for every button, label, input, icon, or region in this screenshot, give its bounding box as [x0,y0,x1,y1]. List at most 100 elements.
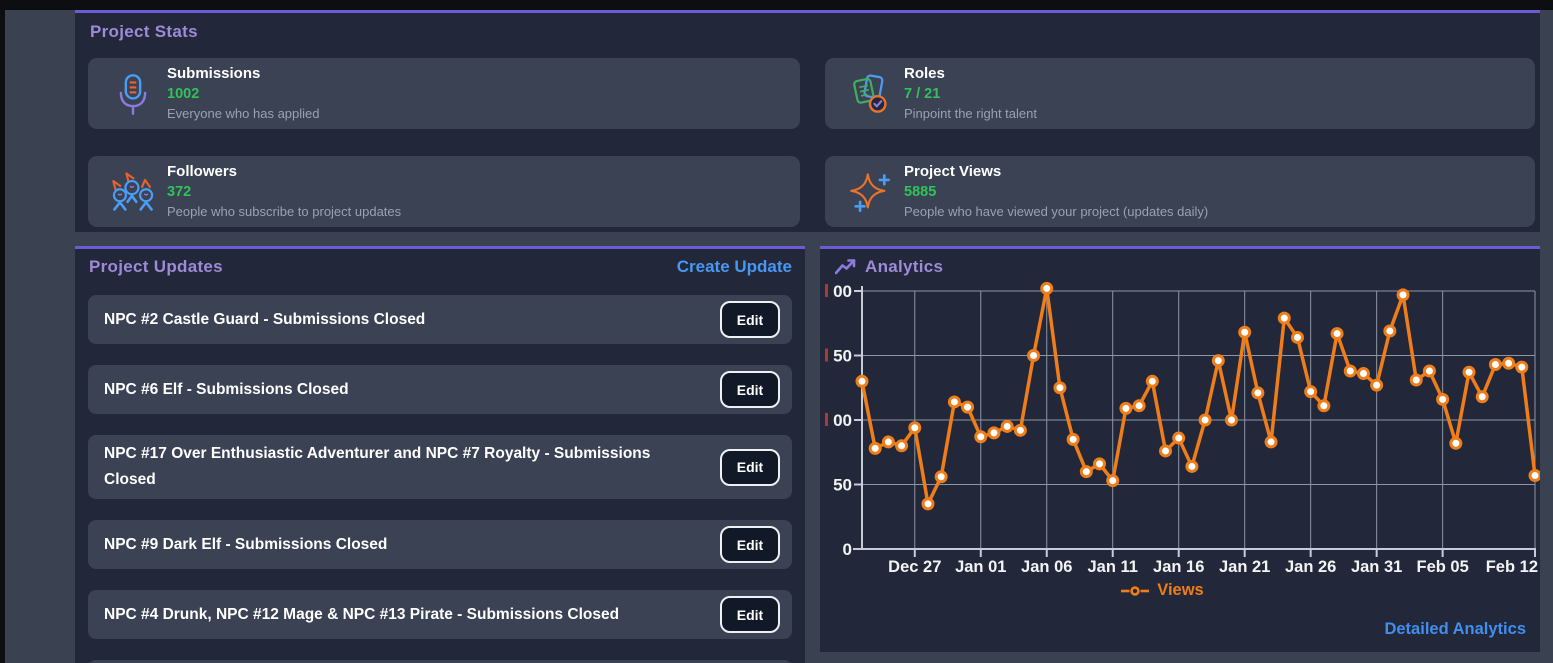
stat-value: 7 / 21 [904,86,941,102]
chart-data-point [1198,413,1212,427]
chart-data-point [1475,390,1489,404]
edit-button[interactable]: Edit [720,526,780,563]
analytics-line-chart[interactable]: 0 50 00 50 00 Dec 27 Jan 01 Jan 06 Jan 11 Jan 16 J… [820,279,1540,579]
analytics-panel: Analytics 0 50 00 50 00 Dec 27 Jan 01 Jan 06 Jan… [820,246,1540,652]
project-stats-title: Project Stats [90,22,198,41]
chart-data-point [961,400,975,414]
stat-text-block: Followers 372 People who subscribe to pr… [167,163,401,220]
x-tick-label: Jan 06 [1021,558,1072,576]
chart-data-point [1145,374,1159,388]
update-list-item[interactable]: NPC #17 Over Enthusiastic Adventurer and… [88,435,792,499]
chart-data-point [1317,399,1331,413]
stat-description: People who subscribe to project updates [167,204,402,219]
chart-data-point [1343,364,1357,378]
update-title: NPC #4 Drunk, NPC #12 Mage & NPC #13 Pir… [104,605,620,623]
chart-data-point [1132,399,1146,413]
clipped-digit-sliver [825,284,828,297]
update-title: NPC #2 Castle Guard - Submissions Closed [104,310,426,328]
project-updates-panel: Project Updates Create Update NPC #2 Cas… [75,246,805,663]
chart-data-point [908,421,922,435]
chart-data-point [1383,324,1397,338]
y-tick-label: 50 [833,476,852,495]
stat-text-block: Project Views 5885 People who have viewe… [904,163,1208,220]
chart-data-point [1290,330,1304,344]
legend-line-point-icon [1121,585,1150,596]
clipped-digit-sliver [825,348,828,362]
update-list-item[interactable]: NPC #6 Elf - Submissions Closed Edit [88,365,792,414]
stat-card-submissions: Submissions 1002 Everyone who has applie… [88,58,800,129]
detailed-analytics-link[interactable]: Detailed Analytics [1384,620,1526,638]
stat-value: 5885 [904,184,937,200]
chart-data-point [1159,444,1173,458]
chart-data-point [1251,386,1265,400]
update-title: NPC #17 Over Enthusiastic Adventurer and… [104,445,651,488]
update-list-item[interactable]: NPC #2 Castle Guard - Submissions Closed… [88,295,792,344]
y-tick-label: 00 [833,282,852,301]
chart-data-point [1040,281,1054,295]
stat-value: 372 [167,184,192,200]
clipped-digit-sliver [825,413,828,426]
x-tick-label: Feb 05 [1416,558,1468,576]
y-tick-label: 0 [843,540,852,559]
stat-value: 1002 [167,86,200,102]
chart-data-point [1211,354,1225,368]
analytics-title: Analytics [865,257,944,276]
x-tick-label: Jan 16 [1153,558,1204,576]
stat-description: Pinpoint the right talent [904,106,1037,121]
chart-data-point [895,439,909,453]
edit-button[interactable]: Edit [720,448,780,486]
microphone-icon [119,73,147,115]
x-tick-label: Jan 01 [955,558,1006,576]
chart-data-point [1356,367,1370,381]
x-tick-label: Jan 11 [1087,558,1137,576]
project-updates-header: Project Updates Create Update [89,257,792,277]
chart-data-point [1027,349,1041,362]
update-list-item[interactable]: NPC #18 Shopkeeper - Submissions ClosedE… [88,660,792,663]
stat-card-project-views: Project Views 5885 People who have viewe… [825,156,1535,227]
update-list-item[interactable]: NPC #9 Dark Elf - Submissions Closed Edit [88,520,792,569]
update-title: NPC #6 Elf - Submissions Closed [104,380,349,398]
analytics-header: Analytics [835,257,943,277]
stat-description: People who have viewed your project (upd… [904,204,1209,219]
chart-data-point [1079,465,1093,479]
views-series-line [860,286,1537,506]
chart-data-point [868,441,882,455]
chart-data-point [1449,436,1463,450]
stats-cards-grid: Submissions 1002 Everyone who has applie… [88,58,1535,227]
edit-button[interactable]: Edit [720,301,780,338]
chart-data-point [1422,364,1436,378]
chart-data-point [947,395,961,409]
stat-title: Roles [904,65,945,82]
chart-data-point [1304,385,1318,399]
sparkle-icon [850,172,891,212]
x-tick-label: Jan 21 [1219,558,1270,576]
chart-data-point [1462,365,1476,379]
top-edge-bar [0,0,1553,10]
chart-data-point [934,470,948,484]
chart-data-point [1528,468,1540,482]
chart-data-point [1436,392,1450,406]
x-tick-label: Jan 31 [1351,558,1402,576]
create-update-link[interactable]: Create Update [676,257,792,276]
x-tick-label: Feb 12 [1486,558,1538,576]
chart-data-point [1000,419,1014,433]
stat-card-roles: Roles 7 / 21 Pinpoint the right talent [825,58,1535,129]
project-updates-list: NPC #2 Castle Guard - Submissions Closed… [88,295,792,663]
chart-data-point [1093,457,1107,471]
chart-data-point [1106,474,1120,488]
stat-description: Everyone who has applied [167,106,320,121]
chart-data-point [881,435,895,449]
chart-data-point [1488,358,1502,372]
y-tick-label: 50 [833,347,852,366]
chart-data-point [855,374,869,388]
edit-button[interactable]: Edit [720,596,780,633]
left-edge-bar [0,0,5,663]
trending-up-icon [835,258,856,274]
edit-button[interactable]: Edit [720,371,780,408]
chart-data-point [1172,431,1186,445]
stat-text-block: Submissions 1002 Everyone who has applie… [167,65,320,122]
chart-data-point [1185,459,1199,473]
update-list-item[interactable]: NPC #4 Drunk, NPC #12 Mage & NPC #13 Pir… [88,590,792,639]
chart-legend-views[interactable]: Views [820,581,1504,600]
chart-data-point [1013,423,1027,437]
